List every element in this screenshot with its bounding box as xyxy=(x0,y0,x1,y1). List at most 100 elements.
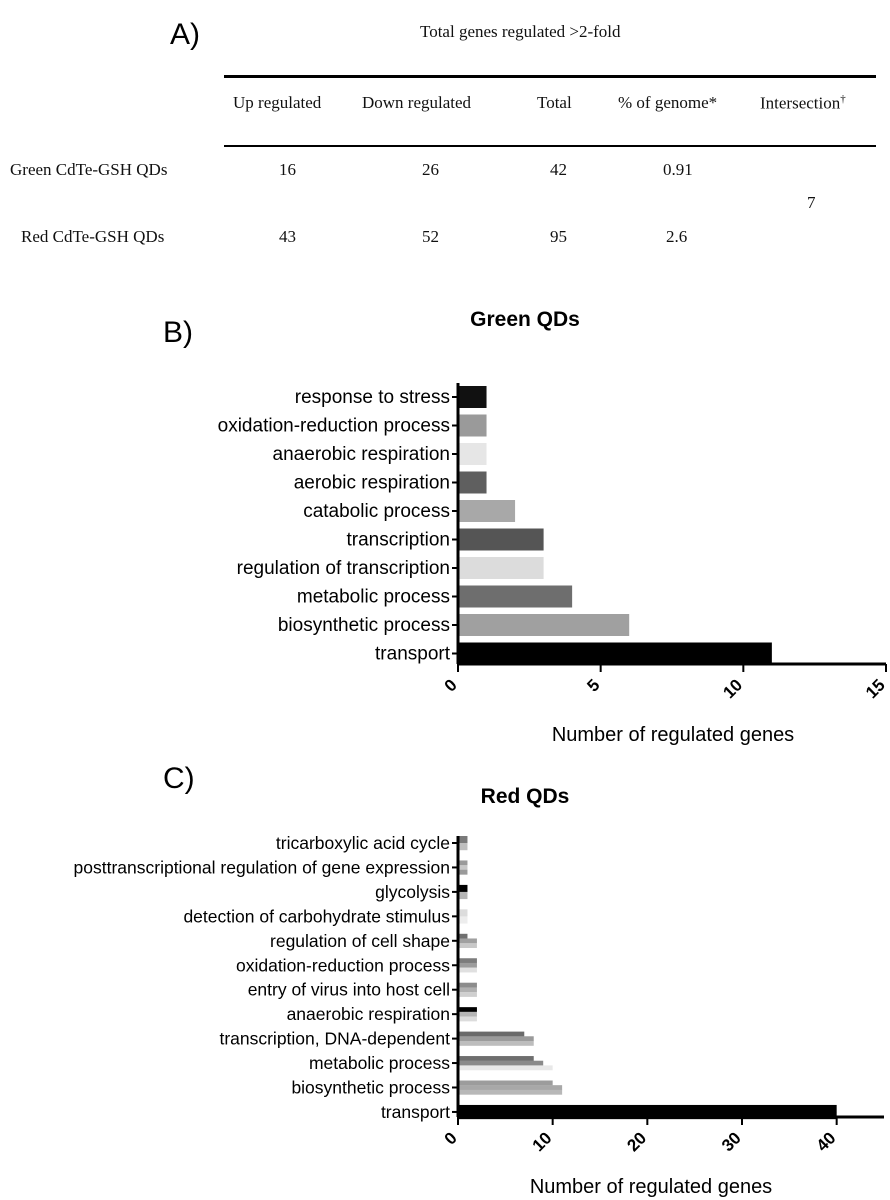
red-bar xyxy=(458,1065,553,1071)
red-bar xyxy=(458,1104,837,1113)
red-bar xyxy=(458,1060,544,1066)
row-red-total: 95 xyxy=(550,227,567,246)
row-red-up: 43 xyxy=(279,227,296,246)
red-category-label: anaerobic respiration xyxy=(287,1004,450,1024)
row-red-name: Red CdTe-GSH QDs xyxy=(21,227,165,246)
red-bar xyxy=(458,967,477,973)
red-chart-xlabel: Number of regulated genes xyxy=(530,1176,772,1198)
red-category-label: transport xyxy=(381,1102,450,1122)
red-bar xyxy=(458,1089,563,1095)
header-percent-genome: % of genome* xyxy=(618,93,718,112)
green-category-label: biosynthetic process xyxy=(278,615,450,636)
red-bar xyxy=(458,865,468,870)
red-xtick-label: 0 xyxy=(441,1128,461,1148)
red-bar xyxy=(458,836,468,844)
row-green-up: 16 xyxy=(279,160,296,179)
green-bar xyxy=(458,557,544,579)
table-caption: Total genes regulated >2-fold xyxy=(420,22,621,41)
red-bar xyxy=(458,860,468,866)
green-bar xyxy=(458,528,544,551)
red-bar xyxy=(458,958,477,964)
red-bar xyxy=(458,909,468,917)
green-category-label: oxidation-reduction process xyxy=(218,416,450,437)
header-up-regulated: Up regulated xyxy=(233,93,322,112)
green-bar xyxy=(458,585,573,608)
table-header-rule xyxy=(224,145,876,147)
green-category-label: transport xyxy=(375,644,451,665)
red-bar xyxy=(458,916,468,924)
red-bar xyxy=(458,869,468,875)
red-category-label: glycolysis xyxy=(375,882,450,902)
green-bar xyxy=(458,642,772,665)
row-red-pct: 2.6 xyxy=(666,227,688,246)
green-bar xyxy=(458,500,516,522)
red-bar xyxy=(458,843,468,851)
red-category-label: metabolic process xyxy=(309,1053,450,1073)
intersection-value: 7 xyxy=(807,193,816,212)
green-category-label: regulation of transcription xyxy=(237,558,450,579)
red-bar xyxy=(458,933,468,939)
green-category-label: transcription xyxy=(347,530,451,551)
green-bar xyxy=(458,614,630,636)
red-category-label: entry of virus into host cell xyxy=(248,980,450,1000)
red-bar xyxy=(458,943,477,948)
green-xtick-label: 5 xyxy=(583,675,603,695)
red-bar xyxy=(458,1031,525,1037)
red-bar xyxy=(458,992,477,997)
red-category-label: biosynthetic process xyxy=(291,1078,450,1098)
red-category-label: oxidation-reduction process xyxy=(236,955,450,975)
red-qds-chart: Red QDs Number of regulated genes tricar… xyxy=(74,785,884,1198)
red-bar xyxy=(458,1085,563,1091)
green-qds-chart: Green QDs Number of regulated genes resp… xyxy=(218,308,889,746)
green-bar xyxy=(458,471,487,494)
header-intersection: Intersection† xyxy=(760,93,846,114)
red-bar xyxy=(458,1036,534,1042)
green-chart-xlabel: Number of regulated genes xyxy=(552,724,794,746)
red-bar xyxy=(458,1016,477,1022)
green-category-label: anaerobic respiration xyxy=(273,444,450,465)
green-category-label: catabolic process xyxy=(303,501,450,522)
green-bar xyxy=(458,443,487,465)
red-xtick-label: 20 xyxy=(623,1128,650,1155)
green-category-label: metabolic process xyxy=(297,587,450,608)
header-down-regulated: Down regulated xyxy=(362,93,472,112)
red-bar xyxy=(458,1007,477,1013)
panel-a-label: A) xyxy=(170,18,200,51)
red-category-label: transcription, DNA-dependent xyxy=(219,1029,450,1049)
panel-b-label: B) xyxy=(163,316,193,349)
row-green-total: 42 xyxy=(550,160,567,179)
table-top-rule xyxy=(224,75,876,78)
red-bar xyxy=(458,982,477,988)
red-bar xyxy=(458,884,468,893)
red-xtick-label: 40 xyxy=(813,1128,840,1155)
row-green-down: 26 xyxy=(422,160,439,179)
row-green-pct: 0.91 xyxy=(663,160,693,179)
green-category-label: response to stress xyxy=(295,387,450,408)
row-red-down: 52 xyxy=(422,227,439,246)
green-chart-title: Green QDs xyxy=(470,308,580,331)
red-xtick-label: 10 xyxy=(529,1128,556,1155)
row-green-name: Green CdTe-GSH QDs xyxy=(10,160,168,179)
green-bar xyxy=(458,386,487,408)
red-category-label: regulation of cell shape xyxy=(270,931,450,951)
red-xtick-label: 30 xyxy=(718,1128,745,1155)
header-intersection-text: Intersection xyxy=(760,93,841,113)
red-bar xyxy=(458,1040,534,1046)
red-bar xyxy=(458,987,477,993)
panel-c-label: C) xyxy=(163,762,195,795)
green-xtick-label: 0 xyxy=(441,675,461,695)
red-bar xyxy=(458,1011,477,1017)
red-bar xyxy=(458,891,468,900)
red-bar xyxy=(458,1056,534,1061)
green-bar xyxy=(458,414,487,437)
red-chart-title: Red QDs xyxy=(481,785,570,808)
red-bar xyxy=(458,1080,553,1086)
dagger-mark: † xyxy=(840,93,846,105)
green-xtick-label: 10 xyxy=(719,675,746,702)
red-category-label: detection of carbohydrate stimulus xyxy=(183,906,450,926)
red-category-label: tricarboxylic acid cycle xyxy=(276,833,450,853)
green-xtick-label: 15 xyxy=(862,675,889,702)
header-total: Total xyxy=(537,93,572,112)
red-bar xyxy=(458,962,477,968)
